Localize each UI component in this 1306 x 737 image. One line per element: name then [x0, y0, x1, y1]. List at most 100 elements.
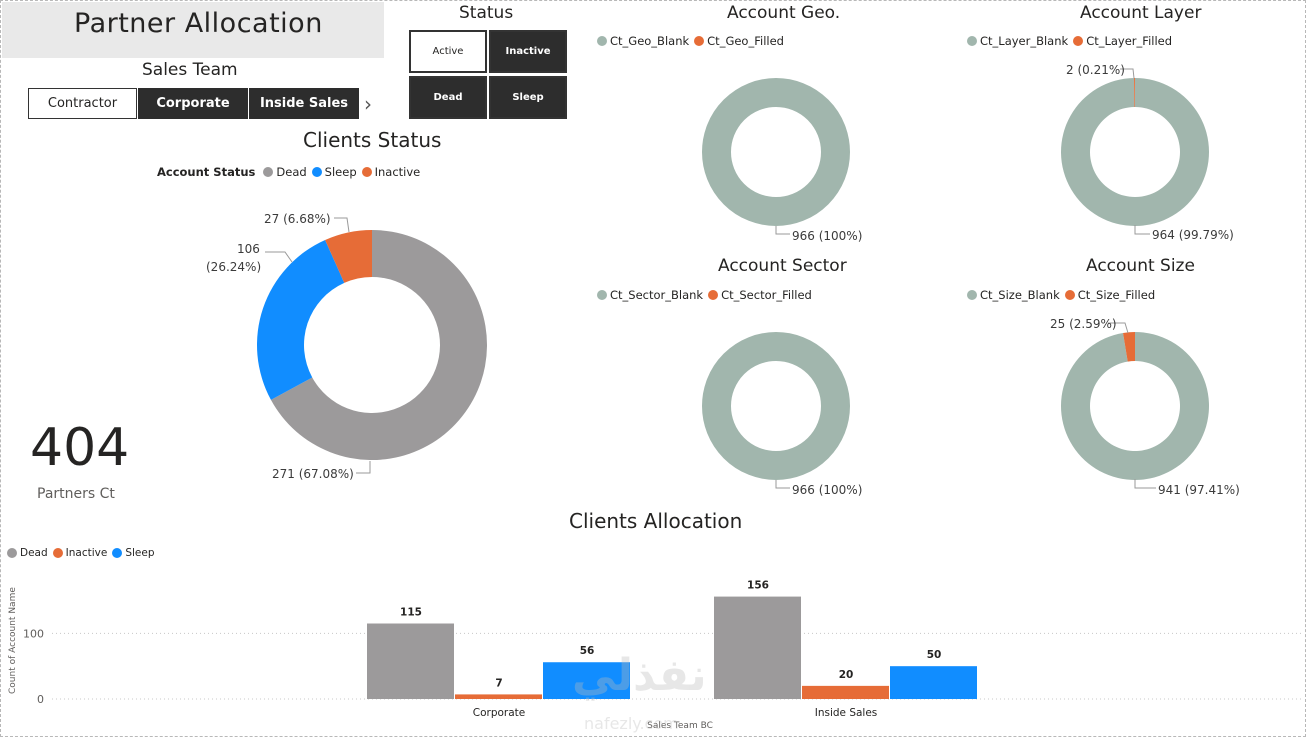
legend-item-layer-filled[interactable]: Ct_Layer_Filled [1073, 34, 1172, 48]
slice-label-dead: 271 (67.08%) [272, 467, 354, 481]
legend-item-layer-blank[interactable]: Ct_Layer_Blank [967, 34, 1068, 48]
slice-label-inactive: 27 (6.68%) [264, 212, 331, 226]
layer-title: Account Layer [1080, 3, 1202, 23]
sector-title: Account Sector [718, 256, 847, 276]
size-label-blank: 941 (97.41%) [1158, 483, 1240, 497]
leader-line-1 [265, 251, 293, 263]
leader-line-2 [356, 461, 371, 474]
size-legend: Ct_Size_Blank Ct_Size_Filled [967, 288, 1160, 302]
bar-data-label: 7 [495, 677, 502, 689]
bar-data-label: 20 [839, 669, 854, 681]
legend-dot [597, 36, 607, 46]
status-dead-button[interactable]: Dead [409, 76, 487, 119]
legend-dot [1064, 290, 1075, 300]
y-axis-label: Count of Account Name [8, 587, 18, 694]
y-tick-label: 0 [37, 693, 44, 706]
legend-dot [967, 36, 977, 46]
status-inactive-button[interactable]: Inactive [489, 30, 567, 73]
leader-line [1108, 322, 1129, 334]
slice-inactive[interactable] [325, 230, 372, 283]
bar-sleep-inside-sales[interactable] [890, 666, 977, 699]
watermark-logo: نفذلي [572, 650, 707, 701]
legend-dot [967, 290, 977, 300]
allocation-title: Clients Allocation [569, 509, 743, 533]
legend-item-inactive[interactable]: Inactive [52, 547, 107, 559]
bar-dead-corporate[interactable] [367, 623, 454, 699]
legend-dot [694, 36, 705, 46]
legend-item-inactive[interactable]: Inactive [361, 165, 420, 179]
slice-filled[interactable] [1123, 332, 1135, 362]
legend-item-dead[interactable]: Dead [263, 165, 307, 179]
slicer-contractor[interactable]: Contractor [28, 88, 137, 119]
status-title: Status [459, 3, 514, 23]
title-banner: Partner Allocation [2, 2, 384, 58]
legend-item-dead[interactable]: Dead [7, 547, 48, 559]
slice-filled[interactable] [1134, 78, 1135, 108]
geo-title: Account Geo. [727, 3, 841, 23]
allocation-legend: Dead Inactive Sleep [7, 547, 160, 559]
leader-line [775, 226, 790, 235]
size-title: Account Size [1086, 256, 1195, 276]
leader-line [1134, 225, 1150, 235]
slice-blank[interactable] [1061, 78, 1210, 226]
legend-item-size-filled[interactable]: Ct_Size_Filled [1064, 288, 1155, 302]
slice-blank[interactable] [1061, 332, 1209, 481]
x-axis-label: Sales Team BC [647, 721, 713, 731]
leader-line-0 [334, 217, 350, 233]
legend-item-sector-filled[interactable]: Ct_Sector_Filled [708, 288, 812, 302]
legend-dot [1073, 36, 1084, 46]
status-active-button[interactable]: Active [409, 30, 487, 73]
slice-label-sleep-value: 106 [237, 242, 260, 256]
bar-inactive-inside-sales[interactable] [802, 685, 889, 699]
slice-sleep[interactable] [257, 239, 345, 400]
legend-item-geo-filled[interactable]: Ct_Geo_Filled [694, 34, 784, 48]
legend-title: Account Status [157, 165, 256, 179]
page-title: Partner Allocation [74, 8, 323, 39]
slice-dead[interactable] [270, 230, 487, 460]
geo-legend: Ct_Geo_Blank Ct_Geo_Filled [597, 34, 789, 48]
bar-sleep-corporate[interactable] [543, 662, 630, 699]
layer-legend: Ct_Layer_Blank Ct_Layer_Filled [967, 34, 1177, 48]
clients-status-title: Clients Status [303, 128, 442, 152]
bar-inactive-corporate[interactable] [455, 694, 542, 699]
layer-label-blank: 964 (99.79%) [1152, 228, 1234, 242]
kpi-label: Partners Ct [37, 486, 115, 502]
bar-data-label: 115 [400, 607, 422, 619]
legend-dot [52, 548, 63, 558]
slicer-corporate[interactable]: Corporate [138, 88, 248, 119]
legend-dot [112, 548, 123, 558]
sector-label-blank: 966 (100%) [792, 483, 863, 497]
sales-team-title: Sales Team [142, 60, 238, 80]
legend-item-size-blank[interactable]: Ct_Size_Blank [967, 288, 1060, 302]
legend-item-sleep[interactable]: Sleep [311, 165, 357, 179]
sector-legend: Ct_Sector_Blank Ct_Sector_Filled [597, 288, 817, 302]
legend-dot [597, 290, 607, 300]
bar-data-label: 50 [927, 649, 942, 661]
bar-data-label: 156 [747, 580, 769, 592]
legend-dot-inactive [361, 167, 372, 177]
legend-item-geo-blank[interactable]: Ct_Geo_Blank [597, 34, 689, 48]
legend-dot [7, 548, 17, 558]
layer-label-filled: 2 (0.21%) [1066, 63, 1125, 77]
slicer-inside-sales[interactable]: Inside Sales [249, 88, 359, 119]
clients-status-legend: Account Status Dead Sleep Inactive [157, 165, 425, 179]
chevron-right-icon[interactable]: › [364, 92, 372, 116]
legend-item-sector-blank[interactable]: Ct_Sector_Blank [597, 288, 703, 302]
watermark-text: nafezly.com [584, 714, 679, 733]
slice-blank[interactable] [702, 78, 850, 226]
status-sleep-button[interactable]: Sleep [489, 76, 567, 119]
legend-dot-dead [263, 167, 274, 177]
slice-blank[interactable] [702, 332, 850, 480]
leader-line [1134, 479, 1156, 489]
leader-line [1120, 68, 1135, 79]
kpi-value: 404 [30, 418, 130, 478]
bar-data-label: 56 [580, 645, 595, 657]
geo-label-blank: 966 (100%) [792, 229, 863, 243]
bar-dead-inside-sales[interactable] [714, 596, 801, 699]
slice-label-sleep-pct: (26.24%) [206, 260, 262, 274]
legend-item-sleep[interactable]: Sleep [112, 547, 155, 559]
size-label-filled: 25 (2.59%) [1050, 317, 1117, 331]
x-tick-label: Corporate [473, 707, 526, 719]
